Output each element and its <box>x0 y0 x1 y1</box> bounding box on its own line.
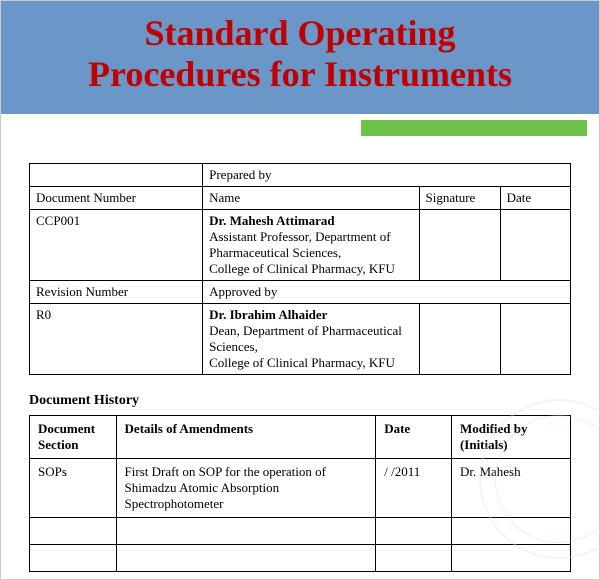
hist-modified <box>451 517 570 544</box>
name-label: Name <box>203 186 419 209</box>
prepared-date-cell <box>500 209 570 280</box>
history-table: Document Section Details of Amendments D… <box>29 415 571 572</box>
col-section: Document Section <box>30 415 117 458</box>
content-area: Prepared by Document Number Name Signatu… <box>1 143 599 576</box>
prepared-by-header: Prepared by <box>203 163 571 186</box>
page-title: Standard Operating Procedures for Instru… <box>11 13 589 96</box>
doc-number-value: CCP001 <box>30 209 203 280</box>
table-row: CCP001 Dr. Mahesh Attimarad Assistant Pr… <box>30 209 571 280</box>
table-row: SOPs First Draft on SOP for the operatio… <box>30 458 571 517</box>
prepared-name: Dr. Mahesh Attimarad <box>209 213 335 228</box>
approved-detail: Dean, Department of Pharmaceutical Scien… <box>209 323 402 370</box>
prepared-by-cell: Dr. Mahesh Attimarad Assistant Professor… <box>203 209 419 280</box>
hist-section: SOPs <box>30 458 117 517</box>
document-info-table: Prepared by Document Number Name Signatu… <box>29 163 571 375</box>
prepared-detail: Assistant Professor, Department of Pharm… <box>209 229 395 276</box>
table-row <box>30 517 571 544</box>
hist-details: First Draft on SOP for the operation of … <box>116 458 376 517</box>
accent-bar <box>359 118 589 138</box>
title-line-2: Procedures for Instruments <box>88 54 512 94</box>
header-bar: Standard Operating Procedures for Instru… <box>1 1 599 114</box>
hist-date <box>376 517 452 544</box>
hist-section <box>30 517 117 544</box>
hist-section <box>30 544 117 571</box>
hist-date <box>376 544 452 571</box>
signature-label: Signature <box>419 186 500 209</box>
col-modified: Modified by (Initials) <box>451 415 570 458</box>
approved-date-cell <box>500 303 570 374</box>
col-details: Details of Amendments <box>116 415 376 458</box>
table-row: Document Number Name Signature Date <box>30 186 571 209</box>
table-row: Revision Number Approved by <box>30 280 571 303</box>
prepared-signature-cell <box>419 209 500 280</box>
date-label: Date <box>500 186 570 209</box>
table-row <box>30 544 571 571</box>
doc-number-label: Document Number <box>30 186 203 209</box>
approved-by-header: Approved by <box>203 280 571 303</box>
revision-number-label: Revision Number <box>30 280 203 303</box>
hist-modified: Dr. Mahesh <box>451 458 570 517</box>
history-title: Document History <box>29 393 571 409</box>
accent-bar-wrap <box>1 118 599 143</box>
approved-signature-cell <box>419 303 500 374</box>
revision-number-value: R0 <box>30 303 203 374</box>
table-row: R0 Dr. Ibrahim Alhaider Dean, Department… <box>30 303 571 374</box>
hist-details <box>116 544 376 571</box>
title-line-1: Standard Operating <box>144 13 455 53</box>
approved-by-cell: Dr. Ibrahim Alhaider Dean, Department of… <box>203 303 419 374</box>
approved-name: Dr. Ibrahim Alhaider <box>209 307 327 322</box>
table-header-row: Document Section Details of Amendments D… <box>30 415 571 458</box>
hist-date: / /2011 <box>376 458 452 517</box>
col-date: Date <box>376 415 452 458</box>
hist-modified <box>451 544 570 571</box>
table-row: Prepared by <box>30 163 571 186</box>
hist-details <box>116 517 376 544</box>
